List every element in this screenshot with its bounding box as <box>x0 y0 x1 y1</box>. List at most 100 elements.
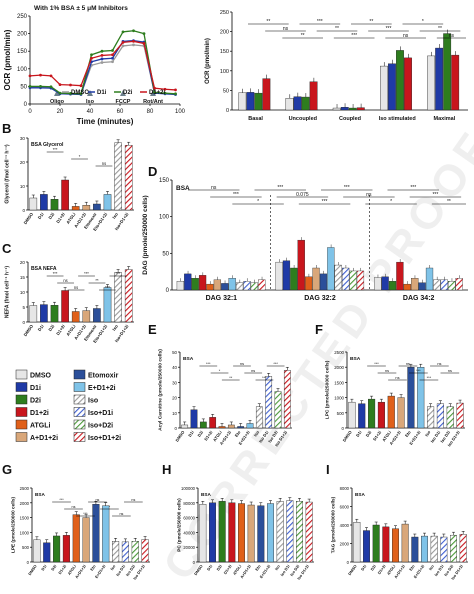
x-tick-label: Iso <box>428 563 436 571</box>
bar <box>436 403 444 429</box>
bar <box>114 272 122 323</box>
bar <box>121 541 129 563</box>
y-tick-label: 2500 <box>20 486 30 491</box>
sig-label: *** <box>262 375 267 380</box>
y-tick-label: 1500 <box>334 380 344 385</box>
sig-label: ** <box>95 278 99 283</box>
x-tick-label: D1i <box>187 430 195 438</box>
x-axis-label: Time (minutes) <box>77 117 134 126</box>
sig-label: ns <box>131 498 135 502</box>
sig-label: *** <box>410 185 416 191</box>
bar <box>309 81 318 111</box>
sig-label: ns <box>119 512 123 516</box>
sig-label: ns <box>102 161 106 166</box>
y-tick-label: 30 <box>20 136 26 141</box>
sig-label: * <box>79 154 81 159</box>
bar <box>380 65 388 111</box>
injection-label: Oligo <box>50 99 65 105</box>
series-point <box>69 83 72 87</box>
chart-D: 0 50 100 150 DAG (pmole/250000 cells) BSA DAG … <box>142 178 468 302</box>
y-tick-label: 30 <box>172 380 177 385</box>
x-tick-label: ATGLi <box>232 564 243 576</box>
y-tick-label: 0 <box>24 102 28 108</box>
bar <box>448 281 456 291</box>
x-tick-label: DAG 32:2 <box>304 295 336 302</box>
y-tick-label: 50 <box>20 84 27 90</box>
bar <box>374 277 382 291</box>
x-tick-label: D2i <box>369 564 377 572</box>
y-tick-label: 500 <box>22 545 30 550</box>
x-tick-label: Iso <box>274 563 282 571</box>
sig-label: ns <box>251 368 255 373</box>
series-point <box>79 92 83 96</box>
x-tick-label: ATGLi <box>212 430 223 443</box>
x-tick-label: D2i <box>365 430 373 438</box>
sig-label: *** <box>105 285 110 290</box>
y-tick-label: 40000 <box>183 530 195 535</box>
y-axis-label: LPE (pmole/250000 cells) <box>10 497 15 553</box>
legend-label: D1i <box>97 90 107 96</box>
sig-label: ns <box>437 361 441 366</box>
bar <box>258 279 266 291</box>
legend-label: Iso+D2i <box>88 423 113 430</box>
bar <box>43 542 51 563</box>
bar <box>29 305 38 323</box>
sig-label: *** <box>273 361 278 366</box>
bar <box>456 402 464 429</box>
y-tick-label: 2000 <box>334 365 344 370</box>
bar <box>235 282 244 291</box>
bar <box>61 290 69 323</box>
y-tick-label: 50 <box>223 88 229 94</box>
x-tick-label: Iso stimulated <box>379 116 416 122</box>
bar <box>404 57 412 111</box>
sig-label: ns <box>211 185 217 191</box>
y-tick-label: 1500 <box>20 516 30 521</box>
y-tick-label: 150 <box>17 49 28 55</box>
bar <box>381 276 389 291</box>
bar <box>257 505 265 563</box>
bar <box>363 530 370 563</box>
bar <box>227 424 235 429</box>
sig-label: ns <box>72 505 76 509</box>
bar <box>377 401 385 429</box>
bar <box>124 269 133 323</box>
x-tick-label: Iso <box>253 429 261 437</box>
bar <box>254 92 263 111</box>
legend-label: D2i <box>30 398 41 405</box>
bar <box>246 92 255 111</box>
bar <box>356 107 365 111</box>
series-point <box>142 42 146 45</box>
y-tick-label: 500 <box>337 411 345 416</box>
bar <box>296 501 303 563</box>
legend-label: DMSO <box>30 373 52 380</box>
chart-E: 0 10 20 30 40 50 Acyl Carnitine (pmole/250000 … <box>158 349 292 447</box>
bar <box>446 406 454 429</box>
legend-swatch <box>73 419 86 430</box>
sig-label: *** <box>344 185 350 191</box>
series-point <box>90 56 93 60</box>
series-point <box>100 61 104 64</box>
bar <box>40 304 48 323</box>
x-tick-label: DMSO <box>342 429 354 443</box>
bar <box>209 417 217 429</box>
sig-label: *** <box>84 271 89 276</box>
bar <box>421 535 428 563</box>
bar <box>388 281 397 291</box>
sig-label: *** <box>351 33 357 39</box>
series-point <box>39 85 42 88</box>
y-tick-label: 20000 <box>183 545 195 550</box>
bar <box>348 401 356 429</box>
bar <box>50 305 59 323</box>
y-tick-label: 20 <box>20 260 26 265</box>
series-point <box>111 49 114 52</box>
y-tick-label: 10 <box>20 184 26 189</box>
series-point <box>132 39 135 43</box>
panel-tag: BSA Glycerol <box>31 142 64 148</box>
x-tick-label: D1i <box>360 564 368 572</box>
bar <box>71 311 80 323</box>
x-tick-label: D1+2i <box>203 430 213 442</box>
y-tick-label: 100 <box>159 215 170 221</box>
x-tick-label: D1i <box>40 564 48 572</box>
sig-label: * <box>219 368 221 373</box>
